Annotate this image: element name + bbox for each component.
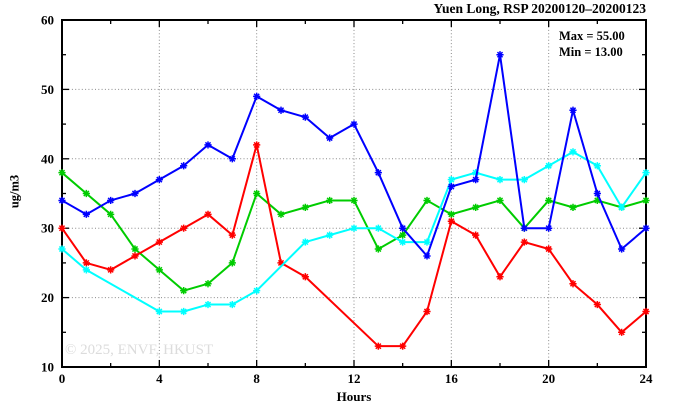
tick-label: 30 bbox=[41, 221, 54, 236]
tick-label: 40 bbox=[41, 151, 54, 166]
tick-label: 60 bbox=[41, 13, 54, 28]
stats-box: Max = 55.00 Min = 13.00 bbox=[559, 29, 625, 60]
y-axis-label: ug/m3 bbox=[7, 174, 22, 209]
series-markers-red bbox=[58, 141, 650, 350]
tick-labels: 10 20 30 40 50 60 0 4 8 12 16 20 24 bbox=[41, 13, 653, 387]
chart-title: Yuen Long, RSP 20200120–20200123 bbox=[433, 1, 646, 16]
tick-label: 10 bbox=[41, 360, 54, 375]
series-cyan bbox=[58, 148, 650, 316]
tick-label: 4 bbox=[156, 371, 163, 386]
tick-label: 0 bbox=[59, 371, 66, 386]
axis-ticks bbox=[61, 19, 647, 368]
stat-max: Max = 55.00 bbox=[559, 29, 625, 43]
watermark: © 2025, ENVF, HKUST bbox=[65, 342, 214, 358]
stat-min: Min = 13.00 bbox=[559, 44, 623, 59]
tick-label: 50 bbox=[41, 82, 54, 97]
series-red bbox=[58, 141, 650, 350]
x-axis-label: Hours bbox=[336, 389, 372, 404]
series-blue bbox=[58, 51, 650, 260]
series-markers-blue bbox=[58, 51, 650, 260]
tick-label: 16 bbox=[445, 371, 459, 386]
tick-label: 24 bbox=[640, 371, 654, 386]
series-markers-cyan bbox=[58, 148, 650, 316]
series-green bbox=[58, 169, 650, 295]
plot-frame bbox=[61, 19, 647, 368]
tick-label: 20 bbox=[542, 371, 555, 386]
gridlines bbox=[62, 20, 646, 367]
tick-label: 12 bbox=[348, 371, 361, 386]
tick-label: 8 bbox=[253, 371, 260, 386]
tick-label: 20 bbox=[41, 290, 54, 305]
